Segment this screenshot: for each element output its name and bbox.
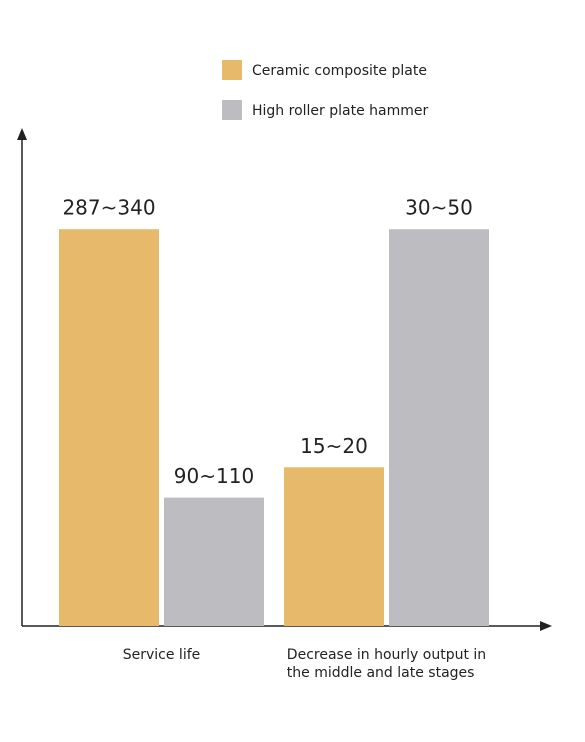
bar <box>164 497 264 626</box>
bar <box>389 229 489 626</box>
bar <box>284 467 384 626</box>
value-label: 90~110 <box>174 464 254 488</box>
category-label-box: Decrease in hourly output in the middle … <box>267 646 507 682</box>
y-arrow <box>17 128 27 140</box>
legend-swatch <box>222 100 242 120</box>
x-tick-label: Decrease in hourly output in the middle … <box>286 647 487 681</box>
x-tick-label: Service life <box>122 647 201 663</box>
legend-swatch <box>222 60 242 80</box>
value-label: 30~50 <box>405 196 473 220</box>
legend-label: Ceramic composite plate <box>252 63 427 79</box>
category-label-box: Service life <box>42 646 282 664</box>
value-label: 15~20 <box>300 434 368 458</box>
legend-label: High roller plate hammer <box>252 103 428 119</box>
value-label: 287~340 <box>62 196 155 220</box>
x-arrow <box>540 621 552 631</box>
bar <box>59 229 159 626</box>
